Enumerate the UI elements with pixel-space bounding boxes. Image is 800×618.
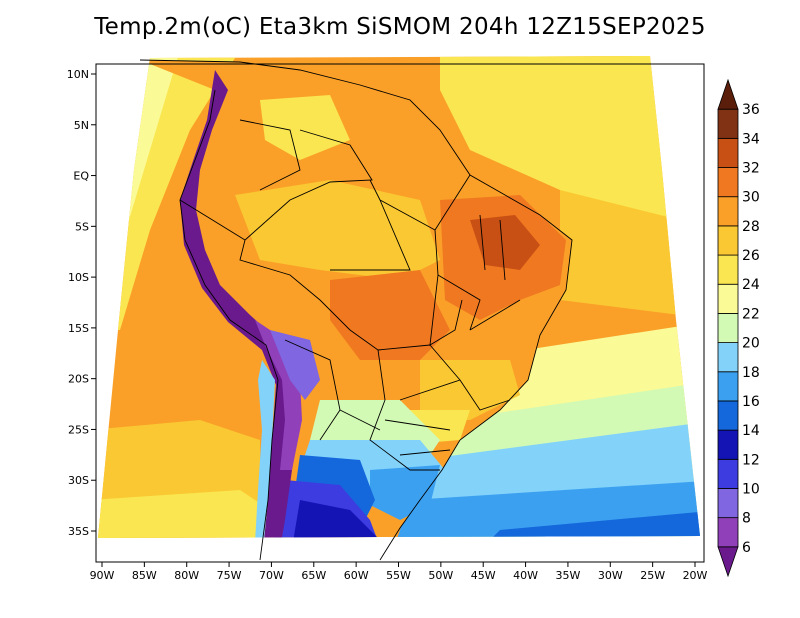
colorbar-bin-min-arrow	[717, 546, 739, 578]
temperature-field	[98, 56, 700, 538]
colorbar-bin	[717, 313, 739, 343]
colorbar-level-label: 12	[742, 452, 760, 468]
lon-tick-label: 20W	[683, 569, 708, 582]
colorbar-level-label: 36	[742, 102, 760, 118]
colorbar-bin	[717, 488, 739, 519]
colorbar-level-label: 24	[742, 277, 760, 293]
lon-tick-label: 60W	[344, 569, 369, 582]
colorbar: 6 8 10 12 14 16 18 20 22 24 26 28 30 32 34 36	[717, 78, 760, 578]
lat-tick-label: 35S	[68, 525, 89, 538]
lat-tick-label: 20S	[68, 373, 89, 386]
colorbar-level-label: 30	[742, 190, 760, 206]
lat-tick-label: 25S	[68, 423, 89, 436]
colorbar-level-label: 22	[742, 306, 760, 322]
amazon-north-yellow	[260, 95, 350, 160]
lon-tick-label: 65W	[301, 569, 326, 582]
lon-tick-label: 25W	[640, 569, 665, 582]
lon-tick-label: 80W	[174, 569, 199, 582]
ocean-south-16	[390, 480, 700, 538]
altiplano	[270, 330, 320, 400]
colorbar-bin	[717, 458, 739, 489]
longitude-axis: 90W 85W 80W 75W 70W 65W 60W 55W 50W 45W 40W 35W 30W 2…	[90, 562, 708, 582]
colorbar-bin	[717, 400, 739, 431]
colorbar-level-label: 6	[742, 540, 751, 556]
chart-title: Temp.2m(oC) Eta3km SiSMOM 204h 12Z15SEP2…	[94, 14, 706, 40]
lat-tick-label: EQ	[73, 170, 89, 183]
neighbor-lines	[179, 119, 381, 441]
patagonia-10	[290, 500, 385, 538]
colorbar-level-label: 32	[742, 161, 760, 177]
lon-tick-label: 70W	[259, 569, 284, 582]
colorbar-bin	[717, 225, 739, 256]
colorbar-bin	[717, 108, 739, 139]
lon-tick-label: 90W	[90, 569, 115, 582]
colorbar-level-label: 14	[742, 423, 760, 439]
lon-tick-label: 30W	[598, 569, 623, 582]
colorbar-bin	[717, 254, 739, 285]
map-frame	[95, 63, 705, 563]
lon-tick-label: 50W	[428, 569, 453, 582]
northeast-core	[470, 215, 540, 270]
lat-tick-label: 10S	[68, 271, 89, 284]
colorbar-bin	[717, 371, 739, 402]
colorbar-bin	[717, 429, 739, 460]
political-boundaries	[139, 59, 573, 561]
colorbar-bin	[717, 137, 739, 168]
lat-tick-label: 10N	[67, 68, 89, 81]
colorbar-bin	[717, 342, 739, 373]
colorbar-level-label: 34	[742, 131, 760, 147]
lat-tick-label: 30S	[68, 474, 89, 487]
state-lines-b	[377, 214, 521, 456]
andes-cold	[180, 70, 300, 538]
lon-tick-label: 55W	[386, 569, 411, 582]
colorbar-bin	[717, 196, 739, 227]
colorbar-bin	[717, 517, 739, 548]
colorbar-level-label: 28	[742, 219, 760, 235]
latitude-axis: 10N 5N EQ 5S 10S 15S 20S 25S 30S 35S	[67, 68, 96, 538]
pacific-south-24	[98, 420, 260, 538]
lon-tick-label: 45W	[471, 569, 496, 582]
brazil-border	[239, 129, 440, 471]
lat-tick-label: 5S	[75, 220, 89, 233]
colorbar-bin-max-arrow	[717, 78, 739, 110]
colorbar-level-label: 10	[742, 481, 760, 497]
pacific-coast-cool	[254, 360, 275, 538]
colorbar-bin	[717, 283, 739, 314]
colorbar-level-label: 8	[742, 511, 751, 527]
continent-outline	[139, 59, 573, 561]
colorbar-level-label: 20	[742, 336, 760, 352]
state-lines-a	[330, 174, 481, 346]
lat-tick-label: 15S	[68, 322, 89, 335]
lon-tick-label: 85W	[132, 569, 157, 582]
ocean-south-14	[470, 510, 700, 538]
lat-tick-label: 5N	[74, 119, 89, 132]
colorbar-level-label: 16	[742, 394, 760, 410]
colorbar-level-label: 18	[742, 365, 760, 381]
colorbar-bin	[717, 167, 739, 198]
southern-brazil-16	[370, 465, 440, 520]
lon-tick-label: 75W	[217, 569, 242, 582]
pacific-south-22	[98, 490, 270, 538]
colorbar-level-label: 26	[742, 248, 760, 264]
lon-tick-label: 40W	[513, 569, 538, 582]
lon-tick-label: 35W	[555, 569, 580, 582]
